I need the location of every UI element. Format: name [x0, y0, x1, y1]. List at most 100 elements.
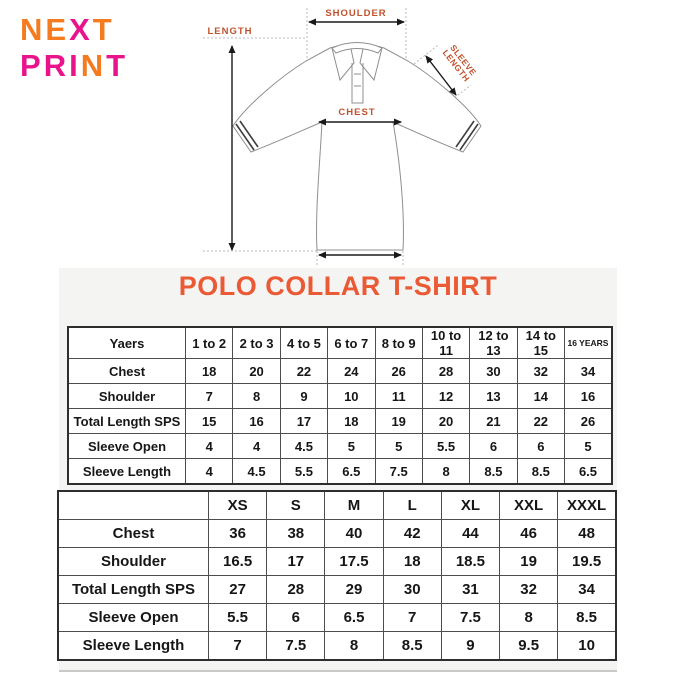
measurement-label: Shoulder — [67, 383, 186, 409]
next-print-logo: NEXT PRINT — [20, 12, 128, 84]
polo-collar — [331, 42, 383, 104]
logo-letter: I — [69, 48, 81, 83]
size-value: 7 — [184, 383, 234, 409]
logo-letter: R — [43, 48, 70, 83]
size-value: 32 — [499, 575, 559, 604]
adult-size-table: XS S M L XL XXL XXXL Chest 36 38 40 42 44 46 48 Shoulde… — [57, 490, 617, 661]
size-value: 17 — [279, 408, 329, 434]
size-value: 16.5 — [207, 547, 268, 576]
size-value: 8 — [421, 458, 471, 485]
size-value: 19.5 — [557, 547, 617, 576]
size-value: 38 — [266, 519, 326, 548]
size-value: 6.5 — [324, 603, 384, 632]
size-column-header: XXXL — [557, 490, 617, 520]
size-value: 9.5 — [499, 631, 559, 661]
size-value: 4.5 — [232, 458, 281, 485]
size-value: 48 — [557, 519, 617, 548]
logo-letter: E — [45, 12, 70, 47]
logo-letter: N — [20, 12, 46, 47]
shoulder-label: SHOULDER — [325, 8, 386, 19]
size-value: 18 — [184, 358, 234, 384]
size-value: 6 — [266, 603, 326, 632]
size-value: 12 — [421, 383, 471, 409]
size-value: 28 — [266, 575, 326, 604]
size-value: 5.5 — [421, 433, 471, 459]
size-value: 22 — [516, 408, 566, 434]
length-label: LENGTH — [207, 26, 252, 37]
size-value: 24 — [327, 358, 376, 384]
size-value: 5 — [564, 433, 613, 459]
logo-letter: P — [20, 48, 44, 83]
measurement-label: Total Length SPS — [67, 408, 186, 434]
polo-measurement-diagram: SHOULDER LENGTH CHEST SLEEVE LENGTH — [185, 2, 495, 268]
logo-word-print: PRINT — [20, 48, 128, 84]
size-value: 8 — [324, 631, 384, 661]
size-row: Sleeve Open 5.5 6 6.5 7 7.5 8 8.5 — [57, 603, 617, 632]
size-value: 36 — [207, 519, 268, 548]
size-value: 8.5 — [469, 458, 518, 485]
size-value: 30 — [382, 575, 442, 604]
size-value: 13 — [469, 383, 518, 409]
size-value: 19 — [499, 547, 559, 576]
size-value: 6 — [469, 433, 518, 459]
size-row: Total Length SPS 15 16 17 18 19 20 21 22 26 — [67, 408, 613, 434]
size-column-header: 8 to 9 — [374, 326, 423, 359]
size-value: 7 — [207, 631, 268, 661]
size-value: 4.5 — [279, 433, 329, 459]
row-label-header — [57, 490, 209, 520]
size-row: Total Length SPS 27 28 29 30 31 32 34 — [57, 575, 617, 604]
size-value: 11 — [374, 383, 423, 409]
size-row: Shoulder 16.5 17 17.5 18 18.5 19 19.5 — [57, 547, 617, 576]
measurement-label: Chest — [57, 519, 209, 548]
size-value: 16 — [564, 383, 613, 409]
size-column-header: L — [382, 490, 442, 520]
size-value: 18 — [327, 408, 376, 434]
size-value: 6 — [516, 433, 566, 459]
size-column-header: XXL — [499, 490, 559, 520]
size-value: 27 — [207, 575, 268, 604]
size-value: 5 — [374, 433, 423, 459]
row-label-header: Yaers — [67, 326, 186, 359]
size-value: 5.5 — [279, 458, 329, 485]
size-column-header: 16 YEARS — [564, 326, 613, 359]
size-value: 8.5 — [516, 458, 566, 485]
polo-shirt-outline — [232, 43, 482, 251]
size-value: 20 — [232, 358, 281, 384]
size-value: 31 — [440, 575, 501, 604]
sleeve-length-label: SLEEVE LENGTH — [441, 43, 479, 84]
size-value: 34 — [557, 575, 617, 604]
size-value: 18 — [382, 547, 442, 576]
size-header-row: XS S M L XL XXL XXXL — [57, 490, 617, 520]
page-title: POLO COLLAR T-SHIRT — [178, 271, 498, 301]
size-row: Sleeve Length 7 7.5 8 8.5 9 9.5 10 — [57, 631, 617, 661]
size-column-header: XL — [440, 490, 501, 520]
size-value: 7 — [382, 603, 442, 632]
size-row: Chest 36 38 40 42 44 46 48 — [57, 519, 617, 548]
polo-shirt-illustration: SHOULDER LENGTH CHEST SLEEVE LENGTH — [203, 8, 482, 265]
measurement-label: Sleeve Open — [67, 433, 186, 459]
size-row: Sleeve Open 4 4 4.5 5 5 5.5 6 6 5 — [67, 433, 613, 459]
size-value: 8.5 — [557, 603, 617, 632]
size-value: 26 — [374, 358, 423, 384]
size-column-header: 2 to 3 — [232, 326, 281, 359]
size-value: 26 — [564, 408, 613, 434]
size-value: 19 — [374, 408, 423, 434]
sleeve-length-arrow — [425, 55, 457, 96]
chest-label: CHEST — [338, 107, 375, 118]
measurement-label: Sleeve Length — [67, 458, 186, 485]
logo-word-next: NEXT — [20, 12, 128, 48]
logo-letter: T — [92, 12, 115, 47]
size-value: 8 — [232, 383, 281, 409]
logo-letter: X — [69, 12, 93, 47]
size-value: 5.5 — [207, 603, 268, 632]
size-value: 5 — [327, 433, 376, 459]
size-value: 10 — [327, 383, 376, 409]
size-row: Chest 18 20 22 24 26 28 30 32 34 — [67, 358, 613, 384]
size-value: 8.5 — [382, 631, 442, 661]
size-column-header: S — [266, 490, 326, 520]
size-value: 34 — [564, 358, 613, 384]
size-value: 21 — [469, 408, 518, 434]
